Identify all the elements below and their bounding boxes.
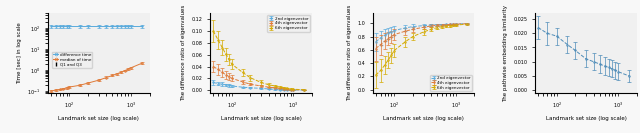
Y-axis label: The difference ratio of eigenvalues: The difference ratio of eigenvalues <box>181 5 186 101</box>
Legend: difference time, median of time, Q1 and Q3: difference time, median of time, Q1 and … <box>52 51 92 68</box>
X-axis label: Landmark set size (log scale): Landmark set size (log scale) <box>221 116 301 121</box>
Y-axis label: The pathwise embedding similarity: The pathwise embedding similarity <box>503 5 508 102</box>
Y-axis label: The difference ratio of eigenvalues: The difference ratio of eigenvalues <box>347 5 352 101</box>
Y-axis label: Time [sec] in log scale: Time [sec] in log scale <box>17 22 22 84</box>
X-axis label: Landmark set size (log scale): Landmark set size (log scale) <box>546 116 627 121</box>
Legend: 2nd eigenvector, 4th eigenvector, 6th eigenvector: 2nd eigenvector, 4th eigenvector, 6th ei… <box>430 75 472 91</box>
Legend: 2nd eigenvector, 4th eigenvector, 6th eigenvector: 2nd eigenvector, 4th eigenvector, 6th ei… <box>268 15 310 32</box>
X-axis label: Landmark set size (log scale): Landmark set size (log scale) <box>58 116 139 121</box>
X-axis label: Landmark set size (log scale): Landmark set size (log scale) <box>383 116 464 121</box>
